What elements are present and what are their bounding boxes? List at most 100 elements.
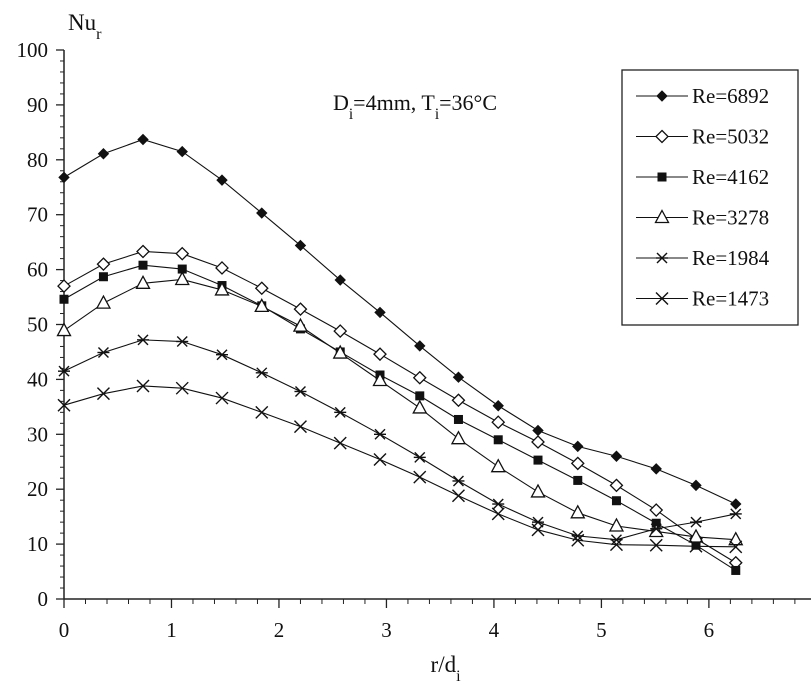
triangle-shape bbox=[688, 528, 704, 543]
y-tick-label: 100 bbox=[17, 38, 49, 62]
data-point bbox=[571, 533, 585, 547]
diamond-shape bbox=[256, 207, 268, 219]
asterisk-stroke bbox=[452, 475, 464, 487]
cross-stroke bbox=[215, 391, 229, 405]
cross-stroke bbox=[649, 538, 663, 552]
y-tick-label: 80 bbox=[27, 148, 48, 172]
data-point bbox=[216, 174, 228, 186]
y-tick-label: 60 bbox=[27, 258, 48, 282]
data-point bbox=[215, 349, 228, 361]
data-point bbox=[215, 261, 229, 275]
data-point bbox=[97, 347, 110, 358]
x-ticks: 01234567 bbox=[59, 599, 796, 642]
data-point bbox=[530, 483, 546, 498]
y-tick-label: 50 bbox=[27, 313, 48, 337]
data-point bbox=[414, 340, 426, 352]
data-point bbox=[450, 430, 467, 445]
data-point bbox=[532, 424, 544, 437]
diamond-shape bbox=[492, 400, 504, 412]
data-point bbox=[570, 504, 586, 519]
cross-stroke bbox=[413, 470, 427, 484]
diamond-shape bbox=[690, 479, 702, 492]
data-point bbox=[136, 244, 150, 259]
data-point bbox=[136, 334, 149, 346]
triangle-shape bbox=[292, 317, 309, 332]
square-shape bbox=[98, 272, 108, 282]
square-shape bbox=[138, 260, 148, 270]
square-shape bbox=[453, 414, 463, 424]
x-tick-label: 5 bbox=[596, 618, 607, 642]
cross-stroke bbox=[609, 538, 623, 552]
diamond-shape bbox=[254, 281, 269, 296]
cross-stroke bbox=[373, 453, 387, 467]
y-tick-label: 0 bbox=[38, 587, 49, 611]
data-point bbox=[373, 428, 386, 440]
diamond-shape bbox=[97, 148, 110, 160]
data-point bbox=[730, 498, 742, 510]
data-point bbox=[412, 370, 427, 385]
data-point bbox=[493, 435, 503, 445]
asterisk-stroke bbox=[334, 406, 346, 418]
triangle-shape bbox=[648, 523, 664, 538]
triangle-shape bbox=[56, 322, 72, 337]
data-point bbox=[689, 539, 703, 553]
data-point bbox=[292, 317, 309, 332]
series-line bbox=[63, 385, 736, 548]
y-tick-label: 30 bbox=[27, 422, 48, 446]
diamond-shape bbox=[572, 440, 584, 453]
x-tick-label: 0 bbox=[59, 618, 70, 642]
data-point bbox=[58, 365, 70, 377]
diamond-shape bbox=[451, 393, 466, 408]
triangle-shape bbox=[412, 399, 428, 414]
data-point bbox=[95, 294, 112, 309]
data-point bbox=[58, 171, 70, 184]
legend-item: Re=1473 bbox=[636, 287, 769, 311]
cross-stroke bbox=[57, 398, 71, 412]
diamond-shape bbox=[412, 370, 427, 385]
data-point bbox=[413, 470, 427, 484]
data-point bbox=[334, 274, 346, 286]
data-point bbox=[294, 385, 307, 397]
data-point bbox=[59, 294, 69, 304]
data-point bbox=[96, 257, 111, 272]
asterisk-stroke bbox=[176, 336, 188, 348]
data-point bbox=[372, 372, 388, 387]
data-point bbox=[609, 538, 623, 552]
asterisk-stroke bbox=[610, 534, 622, 546]
data-point bbox=[293, 420, 307, 434]
data-point bbox=[254, 281, 269, 296]
data-point bbox=[214, 281, 230, 296]
data-point bbox=[254, 298, 270, 313]
asterisk-stroke bbox=[730, 508, 742, 520]
diamond-shape bbox=[216, 174, 228, 186]
diamond-shape bbox=[215, 261, 229, 275]
diamond-shape bbox=[137, 133, 149, 146]
series-re-1473 bbox=[57, 379, 743, 554]
square-shape bbox=[177, 264, 187, 274]
data-point bbox=[373, 453, 387, 467]
legend-box bbox=[621, 69, 799, 326]
diamond-shape bbox=[58, 171, 70, 184]
data-point bbox=[728, 531, 744, 546]
data-point bbox=[491, 415, 506, 430]
square-shape bbox=[493, 435, 503, 445]
cross-stroke bbox=[293, 420, 307, 434]
data-point bbox=[97, 148, 110, 160]
square-shape bbox=[691, 540, 701, 550]
cross-stroke bbox=[175, 381, 189, 395]
y-ticks: 0 10 20 30 40 50 60 70 80 90 100 bbox=[17, 38, 64, 611]
y-tick-label: 90 bbox=[27, 93, 48, 117]
diamond-shape bbox=[655, 129, 669, 144]
y-tick-label: 70 bbox=[27, 203, 48, 227]
y-tick-label: 20 bbox=[27, 477, 48, 501]
data-point bbox=[531, 516, 544, 528]
y-axis-title: Nur bbox=[68, 10, 102, 43]
square-shape bbox=[573, 475, 583, 485]
data-point bbox=[531, 435, 545, 449]
asterisk-stroke bbox=[58, 365, 70, 377]
data-point bbox=[452, 371, 465, 383]
marker-triangle-open bbox=[654, 209, 670, 224]
data-point bbox=[731, 565, 741, 575]
data-point bbox=[649, 538, 663, 552]
data-point bbox=[174, 271, 190, 286]
